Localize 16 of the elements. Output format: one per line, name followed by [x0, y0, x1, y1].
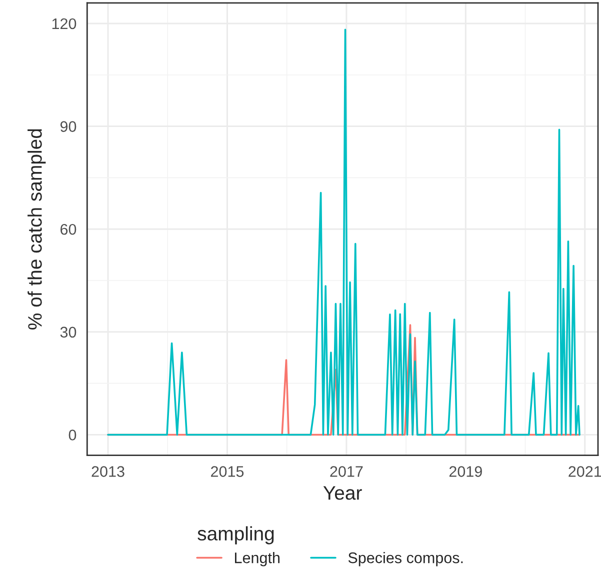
legend-label: Length: [235, 552, 280, 566]
y-tick-label: 0: [68, 430, 76, 440]
legend-title: sampling: [198, 526, 274, 544]
x-tick-label: 2021: [568, 466, 601, 477]
y-axis-title: % of the catch sampled: [28, 129, 46, 330]
x-tick-label: 2015: [211, 466, 244, 477]
legend-label: Species compos.: [348, 552, 463, 566]
y-tick-label: 60: [60, 224, 76, 235]
x-axis-title: Year: [323, 486, 362, 500]
y-tick-label: 120: [52, 18, 76, 30]
x-tick-label: 2017: [330, 466, 363, 477]
line-series: [107, 28, 580, 436]
x-tick-label: 2019: [449, 466, 482, 477]
y-tick-label: 30: [60, 326, 76, 338]
y-tick-label: 90: [60, 121, 76, 132]
x-tick-label: 2013: [92, 466, 124, 477]
